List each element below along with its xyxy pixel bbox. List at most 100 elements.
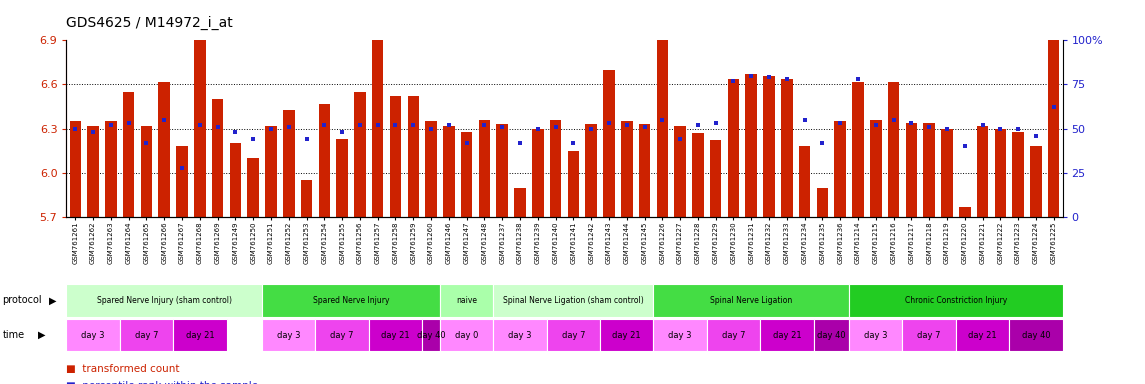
- Text: Spared Nerve Injury: Spared Nerve Injury: [313, 296, 389, 305]
- Bar: [977, 126, 988, 217]
- Bar: [639, 124, 650, 217]
- Text: day 7: day 7: [562, 331, 585, 339]
- Bar: [1048, 26, 1059, 217]
- Bar: [902, 319, 956, 351]
- Bar: [674, 126, 686, 217]
- Bar: [493, 284, 654, 317]
- Bar: [337, 139, 348, 217]
- Bar: [141, 126, 152, 217]
- Bar: [247, 158, 259, 217]
- Text: day 21: day 21: [185, 331, 214, 339]
- Bar: [870, 120, 882, 217]
- Text: day 3: day 3: [864, 331, 887, 339]
- Bar: [443, 126, 455, 217]
- Bar: [1012, 132, 1024, 217]
- Bar: [440, 319, 493, 351]
- Text: day 7: day 7: [135, 331, 158, 339]
- Text: Chronic Constriction Injury: Chronic Constriction Injury: [905, 296, 1006, 305]
- Text: day 7: day 7: [331, 331, 354, 339]
- Bar: [656, 31, 668, 217]
- Text: time: time: [2, 330, 24, 340]
- Bar: [372, 37, 384, 217]
- Text: ■  percentile rank within the sample: ■ percentile rank within the sample: [66, 381, 259, 384]
- Text: day 21: day 21: [381, 331, 410, 339]
- Bar: [120, 319, 173, 351]
- Bar: [479, 120, 490, 217]
- Bar: [760, 319, 813, 351]
- Bar: [654, 284, 850, 317]
- Bar: [585, 124, 597, 217]
- Bar: [423, 319, 440, 351]
- Bar: [960, 207, 971, 217]
- Text: naive: naive: [456, 296, 477, 305]
- Text: GDS4625 / M14972_i_at: GDS4625 / M14972_i_at: [66, 15, 234, 30]
- Bar: [105, 121, 117, 217]
- Bar: [692, 133, 704, 217]
- Bar: [764, 76, 775, 217]
- Text: day 3: day 3: [508, 331, 531, 339]
- Bar: [301, 180, 313, 217]
- Bar: [230, 143, 242, 217]
- Bar: [369, 319, 423, 351]
- Bar: [194, 39, 206, 217]
- Text: protocol: protocol: [2, 295, 42, 306]
- Bar: [87, 126, 98, 217]
- Bar: [316, 319, 369, 351]
- Bar: [654, 319, 706, 351]
- Text: day 40: day 40: [417, 331, 445, 339]
- Bar: [600, 319, 654, 351]
- Bar: [923, 123, 935, 217]
- Bar: [550, 120, 561, 217]
- Bar: [266, 126, 277, 217]
- Text: ▶: ▶: [49, 295, 57, 306]
- Bar: [835, 121, 846, 217]
- Bar: [852, 81, 863, 217]
- Bar: [176, 146, 188, 217]
- Text: day 21: day 21: [613, 331, 641, 339]
- Bar: [262, 284, 440, 317]
- Text: day 21: day 21: [773, 331, 801, 339]
- Bar: [781, 79, 792, 217]
- Text: day 3: day 3: [277, 331, 300, 339]
- Bar: [906, 123, 917, 217]
- Bar: [173, 319, 227, 351]
- Bar: [70, 121, 81, 217]
- Bar: [887, 81, 899, 217]
- Bar: [816, 187, 828, 217]
- Bar: [123, 92, 134, 217]
- Bar: [283, 109, 294, 217]
- Bar: [568, 151, 579, 217]
- Bar: [514, 187, 526, 217]
- Bar: [1030, 146, 1042, 217]
- Text: day 3: day 3: [81, 331, 105, 339]
- Bar: [66, 319, 120, 351]
- Bar: [262, 319, 316, 351]
- Text: day 21: day 21: [969, 331, 997, 339]
- Bar: [532, 129, 544, 217]
- Text: day 40: day 40: [818, 331, 846, 339]
- Bar: [493, 319, 546, 351]
- Bar: [621, 121, 632, 217]
- Bar: [389, 96, 401, 217]
- Bar: [728, 79, 740, 217]
- Bar: [425, 121, 437, 217]
- Bar: [813, 319, 850, 351]
- Bar: [706, 319, 760, 351]
- Bar: [354, 92, 365, 217]
- Bar: [546, 319, 600, 351]
- Bar: [408, 96, 419, 217]
- Bar: [603, 70, 615, 217]
- Bar: [66, 284, 262, 317]
- Text: day 40: day 40: [1021, 331, 1050, 339]
- Bar: [850, 284, 1063, 317]
- Bar: [710, 141, 721, 217]
- Bar: [497, 124, 508, 217]
- Text: Spinal Nerve Ligation (sham control): Spinal Nerve Ligation (sham control): [503, 296, 643, 305]
- Text: ■  transformed count: ■ transformed count: [66, 364, 180, 374]
- Text: day 0: day 0: [455, 331, 479, 339]
- Bar: [745, 74, 757, 217]
- Text: day 3: day 3: [669, 331, 692, 339]
- Text: day 7: day 7: [721, 331, 745, 339]
- Bar: [995, 129, 1006, 217]
- Bar: [799, 146, 811, 217]
